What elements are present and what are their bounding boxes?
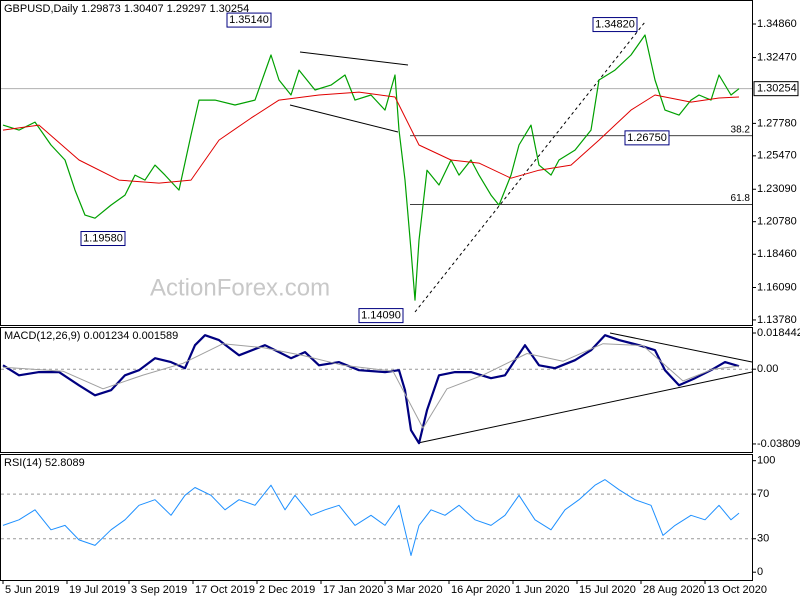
macd-title: MACD(12,26,9) 0.001234 0.001589: [4, 330, 178, 342]
price-title: GBPUSD,Daily 1.29873 1.30407 1.29297 1.3…: [4, 3, 249, 15]
x-tick-label: 19 Jul 2019: [69, 584, 126, 596]
fib-label: 61.8: [731, 193, 751, 204]
annotation-box: [624, 130, 670, 146]
y-tick-label: 1.23090: [757, 183, 797, 195]
trend-line: [417, 371, 753, 444]
trend-line: [299, 51, 409, 66]
series-line: [2, 334, 740, 445]
series-line: [2, 343, 740, 429]
annotation-label: 1.34820: [595, 18, 635, 30]
series-line: [2, 91, 740, 184]
x-tick-label: 17 Oct 2019: [195, 584, 255, 596]
rsi-panel: [0, 454, 753, 581]
annotation-label: 1.14090: [361, 310, 401, 322]
annotation-label: 1.19580: [83, 232, 123, 244]
annotation-label: 1.26750: [627, 132, 667, 144]
y-tick-label: 1.32470: [757, 51, 797, 63]
trend-line: [609, 332, 753, 363]
y-tick-label: 30: [757, 533, 769, 545]
y-tick-label: 1.34860: [757, 18, 797, 30]
x-tick-label: 28 Aug 2020: [643, 584, 705, 596]
y-tick-label: 100: [757, 455, 775, 467]
series-line: [2, 34, 740, 301]
y-tick-label: 1.16090: [757, 281, 797, 293]
y-tick-label: 0.00: [757, 363, 778, 375]
fib-label: 38.2: [731, 124, 751, 135]
macd-panel: [0, 327, 753, 453]
annotation-box: [226, 12, 272, 28]
y-tick-label: 1.27780: [757, 117, 797, 129]
annotation-box: [80, 231, 126, 247]
watermark: ActionForex.com: [150, 274, 330, 301]
x-tick-label: 17 Jan 2020: [323, 584, 384, 596]
price-panel: [0, 0, 753, 326]
x-tick-label: 2 Dec 2019: [259, 584, 315, 596]
current-price-label: 1.30254: [757, 83, 797, 95]
x-tick-label: 16 Apr 2020: [451, 584, 510, 596]
series-line: [2, 479, 740, 556]
rsi-title: RSI(14) 52.8089: [4, 457, 85, 469]
annotation-box: [592, 17, 638, 33]
trend-line: [414, 21, 646, 313]
y-tick-label: 70: [757, 488, 769, 500]
x-tick-label: 3 Sep 2019: [131, 584, 187, 596]
trend-line: [289, 104, 399, 133]
y-tick-label: -0.038095: [757, 438, 800, 450]
y-tick-label: 0.018442: [757, 327, 800, 339]
annotation-label: 1.35140: [229, 14, 269, 26]
y-tick-label: 1.20780: [757, 216, 797, 228]
y-tick-label: 1.18460: [757, 248, 797, 260]
annotation-box: [358, 308, 404, 324]
x-tick-label: 3 Mar 2020: [387, 584, 443, 596]
current-price-box: [753, 81, 799, 97]
y-tick-label: 0: [757, 566, 763, 578]
y-tick-label: 1.25470: [757, 150, 797, 162]
x-tick-label: 13 Oct 2020: [707, 584, 767, 596]
x-tick-label: 15 Jul 2020: [579, 584, 636, 596]
x-tick-label: 5 Jun 2019: [5, 584, 59, 596]
x-tick-label: 1 Jun 2020: [515, 584, 569, 596]
y-tick-label: 1.13780: [757, 314, 797, 326]
